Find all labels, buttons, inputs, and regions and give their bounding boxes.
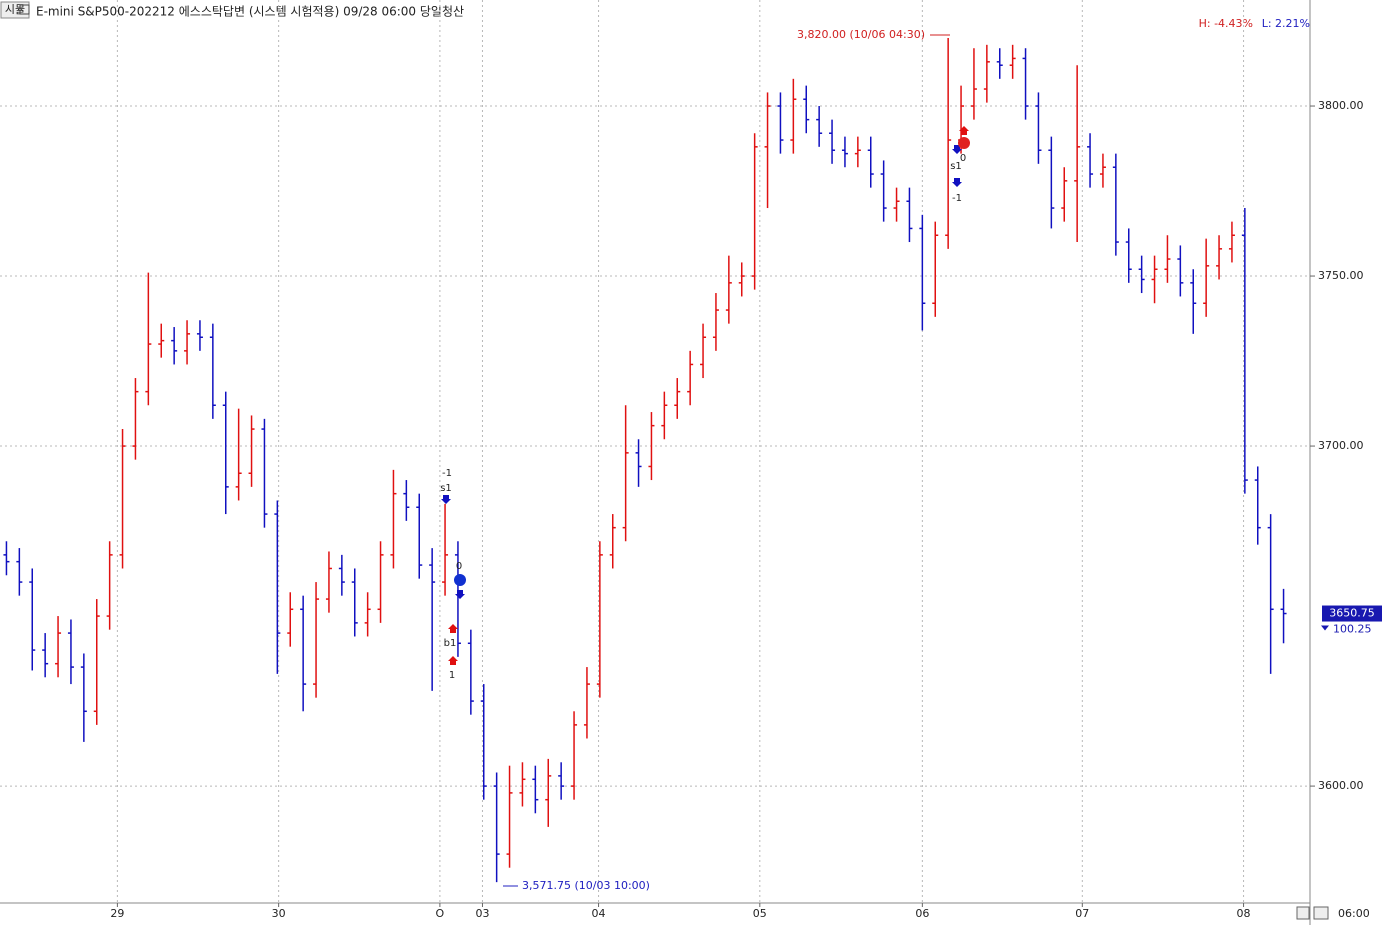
high-label: 3,820.00 (10/06 04:30) [797,28,925,41]
low-label: 3,571.75 (10/03 10:00) [522,879,650,892]
signal-label: 0 [456,561,462,572]
edit-icon[interactable] [1296,906,1310,920]
y-tick-label: 3600.00 [1318,779,1364,792]
x-tick-label: 29 [110,907,124,920]
close-icon[interactable] [19,4,30,15]
signal-label: -1 [442,468,452,479]
x-tick-label: 04 [592,907,606,920]
last-change: 100.25 [1333,623,1372,636]
change-arrow [1321,625,1329,631]
x-tick-label: 07 [1075,907,1089,920]
last-price: 3650.75 [1329,607,1375,620]
zoom-icon[interactable] [1313,906,1329,920]
signal-arrow [448,624,458,633]
x-tick-label: O [436,907,445,920]
x-tick-label: 05 [753,907,767,920]
x-tick-label: 08 [1237,907,1251,920]
signal-arrow [952,145,962,154]
exit-marker [958,137,970,149]
last-price-box [1322,605,1382,622]
entry-marker [454,574,466,586]
y-tick-label: 3750.00 [1318,269,1364,282]
signal-label: s1 [950,161,962,172]
signal-label: b1 [444,638,457,649]
x-tick-label: 30 [272,907,286,920]
y-tick-label: 3800.00 [1318,99,1364,112]
x-tick-label: 03 [475,907,489,920]
low-stat: L: 2.21% [1262,17,1310,30]
signal-arrow [441,495,451,504]
signal-label: s1 [440,483,452,494]
signal-arrow [959,126,969,135]
y-tick-label: 3700.00 [1318,439,1364,452]
signal-arrow [448,656,458,665]
signal-label: -1 [952,193,962,204]
high-stat: H: -4.43% [1199,17,1253,30]
signal-label: 1 [449,670,455,681]
time-label: 06:00 [1338,907,1370,920]
signal-arrow [952,178,962,187]
signal-arrow [455,590,465,599]
chart-title: E-mini S&P500-202212 에스스탁답변 (시스템 시험적용) 0… [36,5,464,19]
signal-label: 0 [960,153,966,164]
x-tick-label: 06 [915,907,929,920]
